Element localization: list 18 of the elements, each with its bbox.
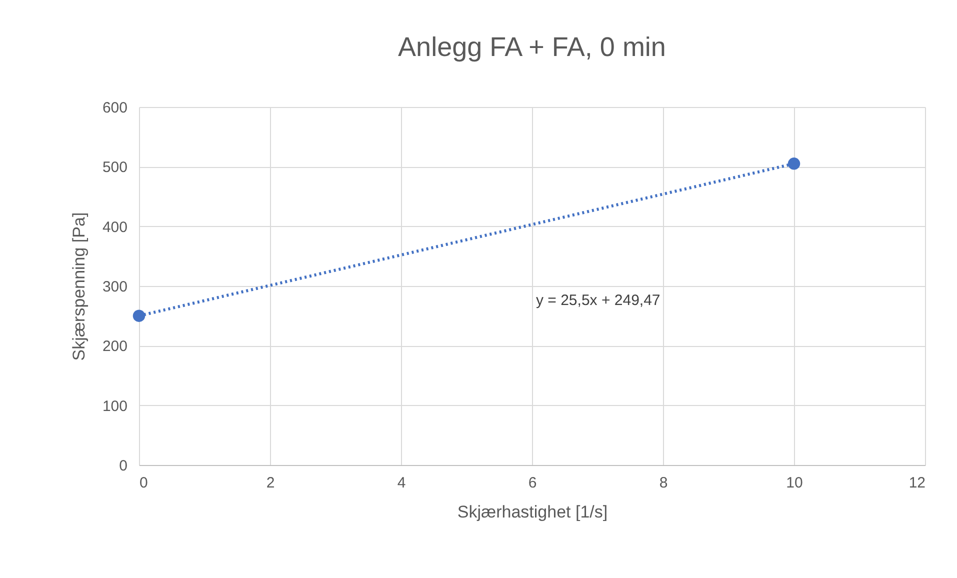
x-tick-label: 2 [266, 474, 275, 492]
y-tick-label: 200 [102, 338, 128, 356]
y-tick-label: 300 [102, 278, 128, 296]
y-axis-title: Skjærspenning [Pa] [69, 212, 88, 361]
x-axis-title: Skjærhastighet [1/s] [457, 502, 608, 522]
y-tick-label: 100 [102, 398, 128, 415]
x-tick-label: 12 [908, 474, 926, 492]
y-tick-label: 400 [102, 218, 128, 236]
x-tick-label: 0 [140, 474, 148, 492]
y-tick-label: 500 [102, 159, 128, 176]
x-tick-label: 4 [397, 474, 406, 492]
y-tick-label: 600 [102, 100, 128, 116]
x-tick-label: 8 [659, 474, 668, 492]
x-tick-label: 6 [528, 474, 537, 492]
x-tick-label: 10 [786, 474, 803, 492]
annotation: y = 25,5x + 249,47 [536, 292, 660, 309]
y-tick-label: 0 [119, 458, 128, 474]
chart-title: Anlegg FA + FA, 0 min [398, 32, 666, 62]
